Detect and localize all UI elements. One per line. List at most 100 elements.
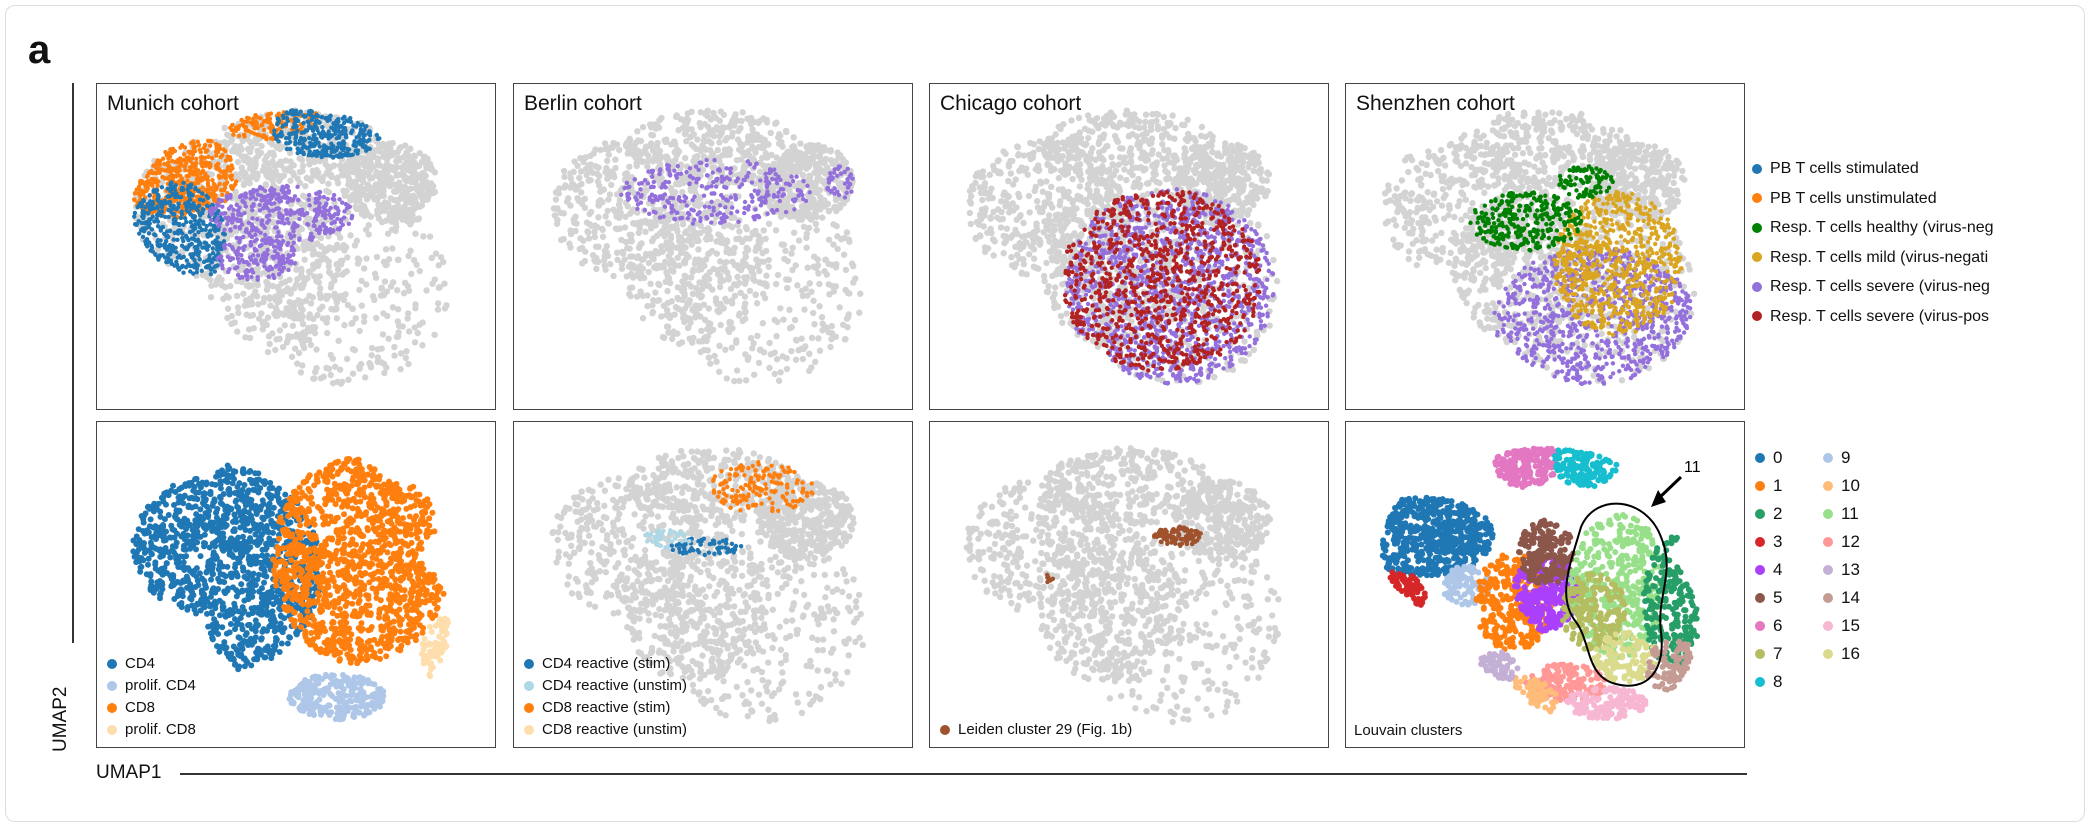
cell-point [253, 232, 258, 238]
cell-point [149, 227, 155, 232]
background-cell-point [288, 353, 296, 360]
cell-point [233, 125, 239, 131]
background-cell-point [798, 287, 806, 294]
cell-point [310, 136, 316, 142]
background-cell-point [327, 171, 335, 179]
background-cell-point [816, 347, 824, 354]
background-cell-point [767, 351, 774, 358]
cell-point [335, 216, 340, 222]
cell-point [192, 232, 198, 238]
umap-scatter [550, 107, 864, 385]
cell-point [196, 188, 201, 194]
background-cell-point [405, 360, 412, 368]
background-cell-point [784, 284, 791, 292]
background-cell-point [616, 197, 624, 204]
cell-point [215, 244, 220, 249]
cell-point [291, 246, 296, 252]
umap-scatter [131, 107, 450, 387]
cell-point [278, 256, 283, 261]
cell-point [248, 243, 253, 248]
cell-point [174, 221, 179, 226]
cell-point [180, 235, 185, 241]
background-cell-point [416, 149, 423, 157]
cell-point [356, 133, 362, 139]
background-cell-point [309, 167, 317, 175]
background-cell-point [377, 188, 385, 196]
background-cell-point [783, 365, 791, 373]
background-cell-point [246, 334, 254, 342]
cell-point [213, 193, 218, 198]
background-cell-point [687, 283, 695, 290]
cell-point [257, 133, 263, 138]
background-cell-point [246, 165, 254, 172]
background-cell-point [208, 171, 215, 178]
cell-point [173, 198, 178, 203]
cell-point [320, 125, 325, 130]
cell-point [246, 262, 251, 267]
background-cell-point [767, 129, 774, 137]
background-cell-point [816, 280, 823, 288]
background-cell-point [387, 147, 394, 154]
cell-point [233, 182, 238, 187]
cell-point [193, 238, 198, 243]
cell-point [253, 113, 259, 118]
cell-point [309, 117, 315, 123]
background-cell-point [252, 161, 259, 168]
cell-point [181, 254, 186, 260]
background-cell-point [763, 247, 770, 255]
cell-point [170, 211, 176, 217]
background-cell-point [269, 141, 276, 148]
cell-point [298, 148, 303, 154]
background-cell-point [819, 214, 826, 221]
cell-point [265, 116, 270, 122]
cell-point [215, 216, 221, 221]
cell-point [236, 260, 242, 265]
cell-point [223, 215, 228, 221]
background-cell-point [775, 377, 783, 384]
background-cell-point [218, 276, 225, 284]
background-cell-point [271, 310, 278, 318]
background-cell-point [333, 315, 341, 322]
cell-point [198, 150, 203, 155]
cell-point [148, 200, 153, 206]
cell-point [246, 220, 251, 226]
cell-point [157, 170, 162, 176]
cell-point [178, 194, 184, 200]
background-cell-point [264, 280, 272, 287]
background-cell-point [781, 255, 788, 263]
background-cell-point [243, 282, 251, 289]
cell-point [179, 142, 185, 148]
background-cell-point [234, 304, 242, 311]
background-cell-point [729, 325, 736, 332]
cell-point [138, 181, 143, 187]
background-cell-point [331, 363, 339, 370]
cell-point [282, 260, 287, 265]
background-cell-point [293, 331, 301, 338]
background-cell-point [331, 199, 338, 207]
cell-point [254, 226, 259, 231]
background-cell-point [570, 168, 577, 176]
background-cell-point [743, 225, 750, 233]
cell-point [139, 220, 144, 226]
background-cell-point [351, 184, 358, 191]
cell-point [204, 203, 210, 208]
background-cell-point [281, 322, 288, 329]
background-cell-point [437, 253, 445, 261]
background-cell-point [733, 282, 741, 289]
background-cell-point [267, 302, 274, 309]
background-cell-point [421, 171, 428, 178]
background-cell-point [394, 286, 401, 294]
background-cell-point [243, 157, 251, 164]
cell-point [147, 221, 152, 226]
background-cell-point [808, 334, 816, 342]
background-cell-point [742, 253, 750, 261]
background-cell-point [752, 291, 759, 298]
background-cell-point [299, 306, 306, 314]
cell-point [167, 228, 173, 234]
cell-point [204, 223, 209, 229]
cell-point [199, 268, 204, 274]
background-cell-point [662, 138, 669, 146]
cell-point [167, 154, 173, 159]
background-cell-point [286, 149, 294, 157]
cell-point [295, 184, 300, 190]
